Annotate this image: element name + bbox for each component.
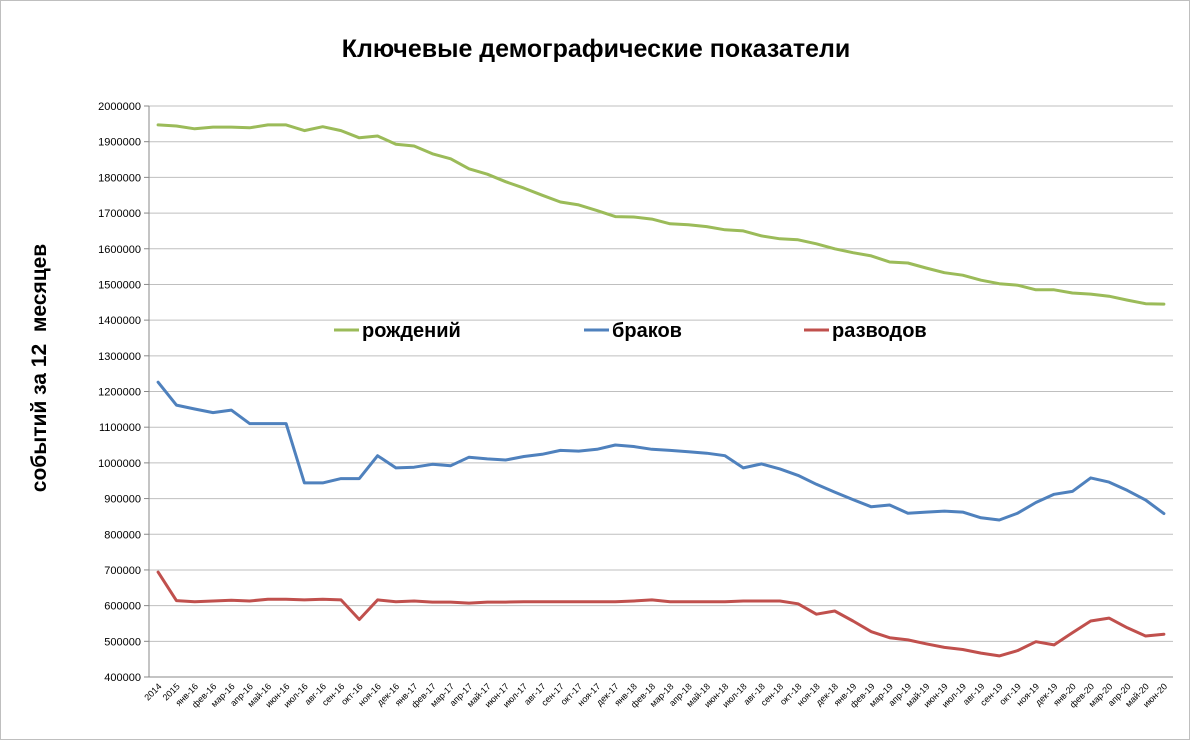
legend: рождений браков разводов	[334, 320, 927, 342]
legend-label: разводов	[832, 320, 927, 342]
y-tick-label: 1100000	[99, 422, 141, 434]
y-axis-ticks: 400000 500000 600000 700000 800000 900000 1000…	[98, 101, 141, 684]
y-tick-label: 1800000	[98, 172, 141, 184]
y-tick-label: 700000	[104, 565, 141, 577]
legend-label: браков	[612, 320, 682, 342]
y-tick-label: 1200000	[98, 387, 141, 399]
y-tick-label: 1600000	[98, 244, 141, 256]
series-line-2	[156, 570, 1166, 658]
gridlines	[144, 105, 1173, 678]
y-tick-label: 1500000	[98, 279, 141, 291]
series-layer	[156, 123, 1166, 658]
series-line-1	[156, 380, 1166, 522]
y-tick-label: 900000	[104, 494, 141, 506]
y-tick-label: 2000000	[98, 101, 141, 113]
x-axis-ticks: 20142015янв-16фев-16мар-16апр-16май-16ию…	[142, 681, 1169, 709]
y-tick-label: 400000	[104, 672, 141, 684]
y-tick-label: 1400000	[98, 315, 141, 327]
y-tick-label: 1300000	[98, 351, 141, 363]
series-line-0	[156, 123, 1166, 306]
y-tick-label: 1900000	[98, 137, 141, 149]
y-tick-label: 600000	[104, 601, 141, 613]
y-tick-label: 800000	[104, 529, 141, 541]
y-tick-label: 500000	[104, 636, 141, 648]
x-tick-label: 2014	[142, 681, 163, 702]
legend-label: рождений	[362, 320, 461, 342]
y-tick-label: 1700000	[98, 208, 141, 220]
y-tick-label: 1000000	[98, 458, 141, 470]
chart-title: Ключевые демографические показатели	[341, 35, 851, 63]
